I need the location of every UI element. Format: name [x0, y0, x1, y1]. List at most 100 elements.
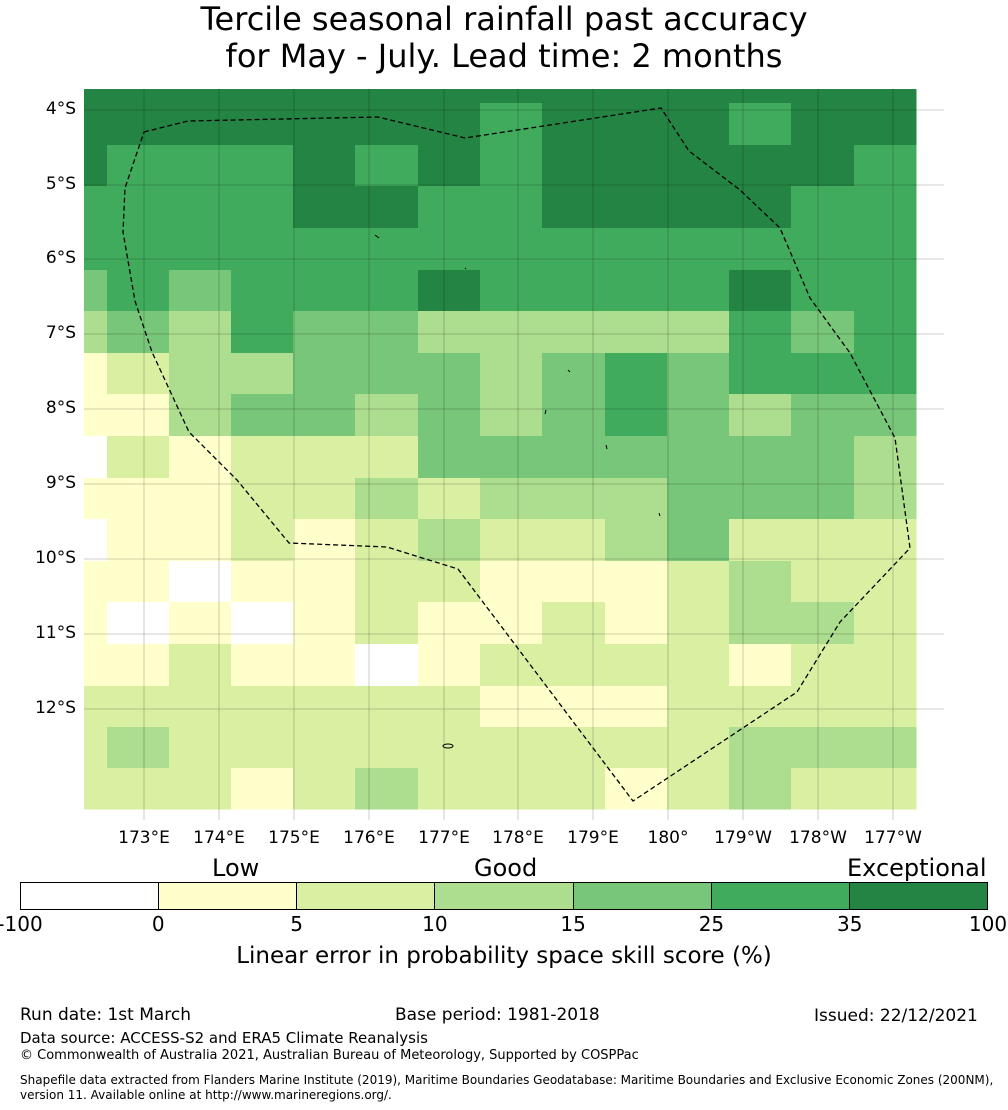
- map-title-line-1: Tercile seasonal rainfall past accuracy: [200, 0, 808, 38]
- grid-cell: [107, 561, 170, 603]
- colorbar-tick-label: 15: [560, 912, 586, 936]
- grid-cell: [84, 394, 108, 437]
- grid-cell: [729, 394, 792, 437]
- grid-cell: [355, 768, 419, 810]
- grid-cell: [107, 768, 170, 810]
- colorbar-segment: [711, 883, 850, 909]
- grid-cell: [169, 686, 232, 728]
- grid-cell: [231, 768, 294, 810]
- grid-cell: [355, 311, 419, 354]
- grid-cell: [605, 311, 668, 354]
- grid-cell: [480, 103, 543, 146]
- grid-cell: [355, 727, 419, 769]
- grid-cell: [231, 727, 294, 769]
- grid-cell: [542, 89, 606, 104]
- grid-cell: [231, 270, 294, 312]
- grid-cell: [542, 228, 606, 271]
- grid-cell: [84, 89, 108, 104]
- grid-cell: [791, 89, 855, 104]
- grid-cell: [84, 270, 108, 312]
- grid-cell: [107, 519, 170, 562]
- grid-cell: [84, 478, 108, 520]
- grid-cell: [169, 768, 232, 810]
- grid-cell: [791, 478, 855, 520]
- grid-cell: [542, 186, 606, 229]
- grid-cell: [791, 228, 855, 271]
- grid-cell: [293, 145, 356, 187]
- grid-cell: [84, 311, 108, 354]
- grid-cell: [542, 602, 606, 645]
- grid-cell: [729, 768, 792, 810]
- grid-cell: [169, 186, 232, 229]
- grid-cell: [84, 145, 108, 187]
- base-period: Base period: 1981-2018: [395, 1005, 600, 1025]
- grid-cell: [231, 644, 294, 687]
- eez-boundary: [122, 107, 911, 802]
- run-date: Run date: 1st March: [20, 1005, 192, 1025]
- grid-cell: [605, 145, 668, 187]
- grid-cell: [107, 228, 170, 271]
- grid-cell: [231, 353, 294, 395]
- grid-cell: [107, 103, 170, 146]
- grid-cell: [480, 644, 543, 687]
- grid-cell: [791, 727, 855, 769]
- islands: [374, 234, 661, 749]
- grid-cell: [480, 727, 543, 769]
- grid-cell: [667, 768, 730, 810]
- grid-cell: [418, 311, 481, 354]
- grid-cell: [107, 145, 170, 187]
- grid-cell: [418, 519, 481, 562]
- grid-cell: [729, 103, 792, 146]
- grid-cell: [605, 519, 668, 562]
- grid-cell: [480, 768, 543, 810]
- grid-cell: [791, 561, 855, 603]
- grid-cell: [667, 602, 730, 645]
- grid-cell: [480, 686, 543, 728]
- grid-cell: [667, 727, 730, 769]
- grid-cell: [729, 727, 792, 769]
- grid-cell: [293, 270, 356, 312]
- grid-cell: [418, 644, 481, 687]
- grid-cell: [854, 228, 917, 271]
- map-title-line-2: for May - July. Lead time: 2 months: [225, 37, 783, 75]
- grid-cell: [729, 270, 792, 312]
- grid-cell: [231, 89, 294, 104]
- grid-cell: [231, 311, 294, 354]
- grid-cell: [480, 478, 543, 520]
- colorbar-tick-label: -100: [0, 912, 43, 936]
- grid-cell: [231, 602, 294, 645]
- grid-cell: [231, 686, 294, 728]
- longitude-label: 176°E: [343, 828, 395, 848]
- grid-cell: [84, 186, 108, 229]
- grid-cell: [667, 103, 730, 146]
- grid-cell: [355, 561, 419, 603]
- grid-cell: [418, 186, 481, 229]
- grid-cell: [480, 186, 543, 229]
- grid-cell: [854, 561, 917, 603]
- grid-cell: [605, 228, 668, 271]
- skill-grid: [84, 89, 917, 810]
- legend-label-exceptional: Exceptional: [847, 854, 987, 882]
- grid-cell: [480, 436, 543, 479]
- grid-cell: [667, 353, 730, 395]
- grid-cell: [293, 519, 356, 562]
- grid-cell: [542, 768, 606, 810]
- grid-cell: [169, 103, 232, 146]
- grid-cell: [293, 186, 356, 229]
- colorbar-segment: [21, 883, 160, 909]
- longitude-label: 174°E: [193, 828, 245, 848]
- longitude-label: 177°W: [864, 828, 922, 848]
- grid-cell: [605, 727, 668, 769]
- colorbar-tick-label: 0: [151, 912, 165, 936]
- grid-cell: [107, 270, 170, 312]
- grid-cell: [169, 228, 232, 271]
- colorbar-segment: [435, 883, 574, 909]
- grid-cell: [542, 519, 606, 562]
- grid-cell: [605, 768, 668, 810]
- grid-cell: [84, 561, 108, 603]
- grid-cell: [791, 436, 855, 479]
- latitude-label: 10°S: [35, 548, 76, 568]
- shapefile-note: Shapefile data extracted from Flanders M…: [20, 1073, 994, 1102]
- grid-cell: [107, 478, 170, 520]
- grid-cell: [791, 519, 855, 562]
